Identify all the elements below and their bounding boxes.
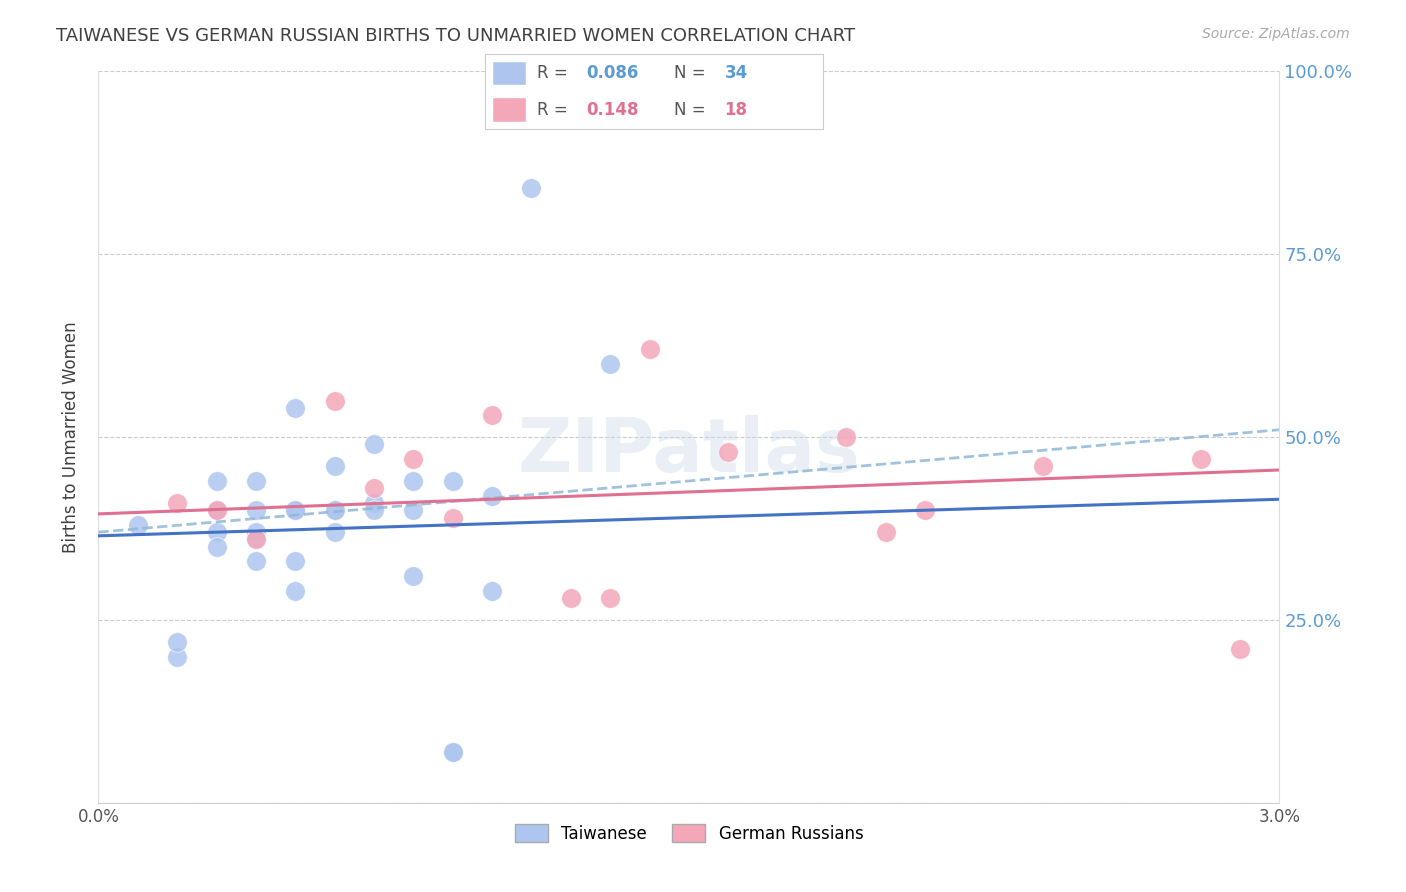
Point bbox=[323, 503, 346, 517]
Point bbox=[481, 489, 503, 503]
Legend: Taiwanese, German Russians: Taiwanese, German Russians bbox=[508, 818, 870, 849]
Point bbox=[1229, 642, 1251, 657]
Point bbox=[441, 745, 464, 759]
Point bbox=[166, 649, 188, 664]
Point bbox=[127, 517, 149, 532]
Point bbox=[166, 635, 188, 649]
Point bbox=[284, 401, 307, 415]
Point bbox=[205, 503, 228, 517]
Point bbox=[1189, 452, 1212, 467]
Point bbox=[245, 554, 267, 568]
Text: 0.086: 0.086 bbox=[586, 64, 638, 82]
Point bbox=[914, 503, 936, 517]
Point bbox=[441, 474, 464, 488]
Point bbox=[166, 496, 188, 510]
Point bbox=[363, 496, 385, 510]
Point bbox=[245, 525, 267, 540]
Point bbox=[323, 503, 346, 517]
Text: N =: N = bbox=[673, 64, 711, 82]
Point bbox=[205, 503, 228, 517]
Y-axis label: Births to Unmarried Women: Births to Unmarried Women bbox=[62, 321, 80, 553]
Text: 18: 18 bbox=[724, 101, 748, 119]
Point bbox=[245, 533, 267, 547]
Point bbox=[323, 393, 346, 408]
Point bbox=[638, 343, 661, 357]
Text: ZIPatlas: ZIPatlas bbox=[517, 415, 860, 488]
Point bbox=[284, 503, 307, 517]
Point bbox=[402, 452, 425, 467]
Point bbox=[323, 459, 346, 474]
Text: N =: N = bbox=[673, 101, 711, 119]
Point bbox=[599, 357, 621, 371]
Point bbox=[245, 533, 267, 547]
Point bbox=[245, 474, 267, 488]
Point bbox=[441, 510, 464, 524]
Point bbox=[205, 474, 228, 488]
Point bbox=[875, 525, 897, 540]
Point bbox=[323, 525, 346, 540]
FancyBboxPatch shape bbox=[492, 62, 526, 86]
Point bbox=[284, 554, 307, 568]
Point bbox=[481, 408, 503, 422]
Point bbox=[205, 540, 228, 554]
Point bbox=[441, 745, 464, 759]
Text: TAIWANESE VS GERMAN RUSSIAN BIRTHS TO UNMARRIED WOMEN CORRELATION CHART: TAIWANESE VS GERMAN RUSSIAN BIRTHS TO UN… bbox=[56, 27, 855, 45]
Point bbox=[402, 503, 425, 517]
Point bbox=[481, 583, 503, 598]
Text: R =: R = bbox=[537, 64, 574, 82]
FancyBboxPatch shape bbox=[492, 97, 526, 122]
Point bbox=[1032, 459, 1054, 474]
Point bbox=[520, 181, 543, 195]
Point bbox=[560, 591, 582, 605]
Text: Source: ZipAtlas.com: Source: ZipAtlas.com bbox=[1202, 27, 1350, 41]
Point bbox=[284, 583, 307, 598]
Point bbox=[363, 503, 385, 517]
Text: 0.148: 0.148 bbox=[586, 101, 638, 119]
Point bbox=[363, 437, 385, 451]
Point bbox=[835, 430, 858, 444]
Point bbox=[363, 481, 385, 495]
Text: 34: 34 bbox=[724, 64, 748, 82]
Point bbox=[245, 503, 267, 517]
Point bbox=[599, 591, 621, 605]
Point bbox=[402, 474, 425, 488]
Point bbox=[402, 569, 425, 583]
Point bbox=[717, 444, 740, 458]
Text: R =: R = bbox=[537, 101, 574, 119]
Point bbox=[205, 525, 228, 540]
Point bbox=[284, 503, 307, 517]
